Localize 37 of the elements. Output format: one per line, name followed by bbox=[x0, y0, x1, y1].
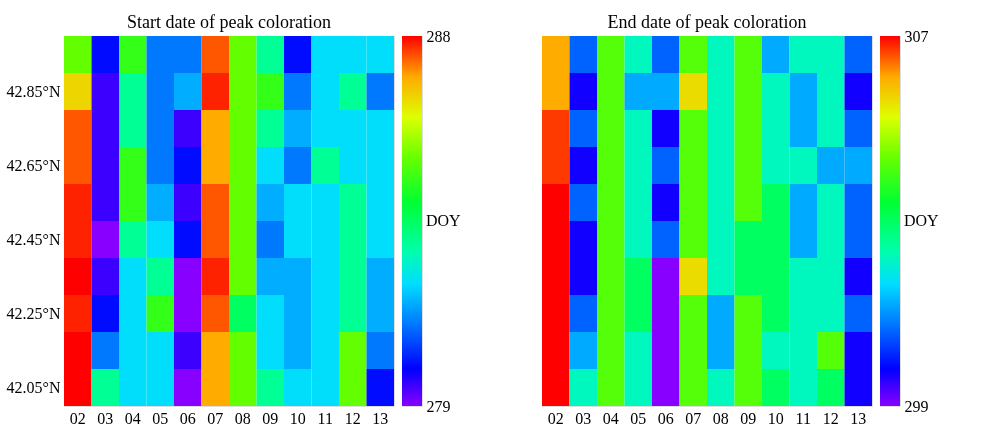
color-bar-title: DOY bbox=[904, 212, 940, 229]
x-tick-label: 06 bbox=[657, 409, 674, 427]
chart-title: End date of peak coloration bbox=[607, 12, 807, 32]
x-tick-label: 02 bbox=[69, 409, 86, 427]
color-bar-label: 279 bbox=[426, 397, 451, 415]
x-tick-label: 04 bbox=[124, 409, 141, 427]
x-tick-label: 04 bbox=[602, 409, 619, 427]
x-tick-label: 03 bbox=[97, 409, 114, 427]
color-bar-title: DOY bbox=[426, 212, 462, 229]
x-tick-label: 09 bbox=[740, 409, 757, 427]
x-tick-label: 08 bbox=[234, 409, 251, 427]
y-tick-label: 42.45°N bbox=[6, 230, 61, 248]
x-tick-label: 12 bbox=[344, 409, 361, 427]
y-tick-label: 42.25°N bbox=[6, 304, 61, 322]
x-tick-label: 13 bbox=[850, 409, 867, 427]
x-tick-label: 05 bbox=[630, 409, 647, 427]
y-tick-label: 42.05°N bbox=[6, 378, 61, 396]
x-tick-label: 06 bbox=[179, 409, 196, 427]
y-tick-label: 42.65°N bbox=[6, 156, 61, 174]
color-bar-label: 288 bbox=[426, 27, 451, 45]
y-tick-label: 42.85°N bbox=[6, 82, 61, 100]
x-tick-label: 03 bbox=[575, 409, 592, 427]
x-tick-label: 05 bbox=[152, 409, 169, 427]
x-tick-label: 09 bbox=[262, 409, 279, 427]
x-tick-label: 13 bbox=[372, 409, 389, 427]
color-bar-label: 307 bbox=[904, 27, 929, 45]
x-tick-label: 08 bbox=[712, 409, 729, 427]
x-tick-label: 10 bbox=[767, 409, 784, 427]
x-tick-label: 11 bbox=[317, 409, 333, 427]
x-tick-label: 10 bbox=[289, 409, 306, 427]
x-tick-label: 12 bbox=[822, 409, 839, 427]
x-tick-label: 11 bbox=[795, 409, 811, 427]
color-bar-label: 299 bbox=[904, 397, 929, 415]
x-tick-label: 07 bbox=[207, 409, 224, 427]
x-tick-label: 07 bbox=[685, 409, 702, 427]
x-tick-label: 02 bbox=[547, 409, 564, 427]
chart-title: Start date of peak coloration bbox=[127, 12, 331, 32]
